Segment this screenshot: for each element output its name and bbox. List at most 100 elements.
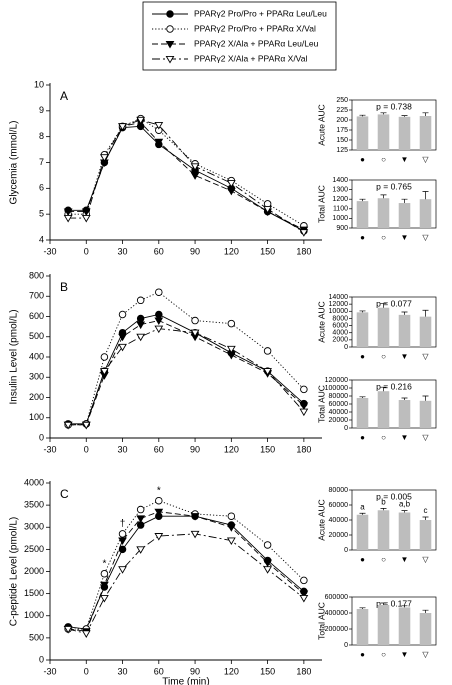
x-category-label: ○ (381, 650, 386, 659)
y-tick-label: 1500 (24, 588, 44, 598)
marker (63, 208, 73, 217)
marker (118, 310, 127, 319)
bar (377, 391, 390, 428)
error-bar (422, 609, 429, 613)
bar (356, 514, 369, 550)
error-bar (401, 510, 408, 513)
bar (419, 199, 432, 228)
y-tick-label: 400000 (325, 610, 348, 617)
error-bar (401, 198, 408, 204)
x-category-label: ▽ (422, 233, 429, 242)
marker (226, 187, 236, 196)
x-category-label: ▽ (422, 650, 429, 659)
marker (118, 333, 127, 342)
x-tick-label: -30 (43, 666, 56, 676)
y-tick-label: 0 (344, 642, 348, 649)
y-tick-label: 0 (344, 425, 348, 432)
y-tick-label: 80000 (329, 487, 349, 494)
y-tick-label: 8 (39, 131, 44, 141)
marker (155, 288, 163, 296)
bar (398, 400, 411, 428)
x-category-label: ▽ (422, 155, 429, 164)
bar (398, 314, 411, 347)
x-category-label: ▼ (401, 233, 409, 242)
x-category-label: ● (360, 555, 365, 564)
marker (155, 310, 163, 319)
y-axis-label: Total AUC (316, 185, 326, 223)
x-category-label: ▼ (401, 352, 409, 361)
error-bar (359, 396, 366, 398)
error-bar (422, 309, 429, 317)
bar (419, 613, 432, 645)
y-axis-label: Acute AUC (316, 301, 326, 343)
y-tick-label: 150 (336, 137, 348, 144)
marker (226, 345, 236, 354)
x-tick-label: 180 (296, 246, 311, 256)
legend-marker (165, 40, 175, 49)
error-bar (422, 395, 429, 401)
series-line (68, 125, 305, 232)
marker (63, 214, 73, 223)
y-axis-label: Acute AUC (316, 104, 326, 146)
y-tick-label: 7 (39, 157, 44, 167)
series-line (68, 328, 305, 426)
error-bar (401, 311, 408, 315)
x-tick-label: 150 (260, 666, 275, 676)
bar (398, 116, 411, 150)
y-tick-label: 5 (39, 209, 44, 219)
group-letter: c (424, 506, 428, 515)
marker (299, 402, 309, 411)
legend-marker (166, 25, 174, 33)
x-category-label: ▼ (401, 650, 409, 659)
marker (136, 546, 146, 554)
error-bar (380, 508, 387, 511)
y-tick-label: 2000 (24, 566, 44, 576)
bar (377, 605, 390, 645)
y-tick-label: 0 (39, 432, 44, 442)
legend-marker (166, 10, 174, 18)
marker (190, 163, 200, 171)
error-bar (422, 112, 429, 116)
marker (299, 590, 309, 599)
error-bar (359, 512, 366, 515)
marker (100, 154, 109, 162)
y-tick-label: 10000 (329, 308, 349, 315)
marker (63, 625, 73, 634)
y-tick-label: 1100 (333, 206, 348, 213)
y-tick-label: 500 (29, 331, 44, 341)
inset-title: p = 0.177 (376, 598, 412, 608)
x-category-label: ○ (381, 233, 386, 242)
panel-label: A (60, 89, 68, 103)
error-bar (359, 310, 366, 313)
marker (81, 630, 91, 638)
x-tick-label: 120 (224, 444, 239, 454)
panel-label: C (60, 487, 69, 501)
marker (299, 408, 309, 417)
x-tick-label: 180 (296, 666, 311, 676)
marker (100, 353, 109, 361)
marker (81, 214, 91, 223)
marker (118, 343, 127, 352)
marker (100, 368, 109, 376)
bar (419, 316, 432, 347)
marker (136, 296, 145, 305)
y-tick-label: 400 (29, 351, 44, 361)
x-category-label: ▼ (401, 155, 409, 164)
bar (356, 609, 369, 645)
y-tick-label: 4 (39, 234, 44, 244)
y-tick-label: 200 (336, 117, 348, 124)
marker (136, 314, 145, 323)
series-line (68, 314, 305, 425)
bar (377, 114, 390, 150)
x-tick-label: 0 (84, 444, 89, 454)
x-tick-label: 150 (260, 444, 275, 454)
inset-title: p = 0.738 (376, 101, 412, 111)
y-tick-label: 6000 (332, 322, 348, 329)
marker (136, 515, 146, 523)
marker (136, 333, 146, 342)
x-tick-label: -30 (43, 246, 56, 256)
x-tick-label: 180 (296, 444, 311, 454)
bar (356, 398, 369, 428)
bar (398, 607, 411, 645)
marker (136, 116, 146, 125)
